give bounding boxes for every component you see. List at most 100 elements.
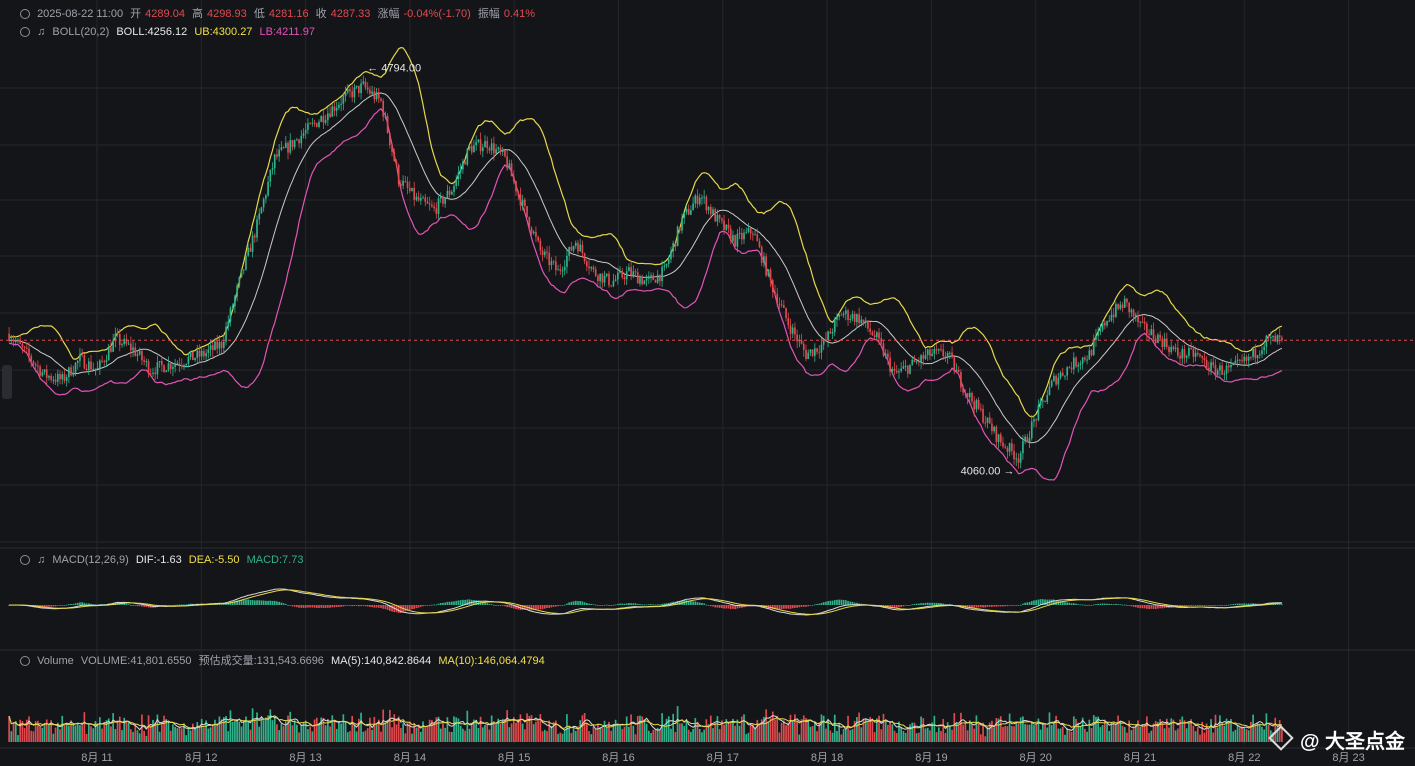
macd-bar — [1041, 599, 1044, 605]
candle-body — [260, 207, 263, 214]
macd-bar — [1064, 602, 1066, 605]
volume-bar — [898, 721, 900, 742]
candle-body — [555, 261, 557, 271]
candle-body — [1121, 304, 1124, 308]
macd-bar — [995, 605, 998, 607]
volume-bar — [1117, 715, 1119, 742]
volume-bar — [951, 729, 953, 742]
macd-bar — [656, 604, 659, 606]
volume-bar — [428, 719, 431, 742]
candle-body — [887, 353, 889, 358]
bell-icon[interactable]: ♫ — [37, 26, 46, 38]
volume-bar — [52, 733, 55, 742]
macd-bar — [918, 603, 920, 605]
macd-bar — [543, 605, 546, 609]
volume-bar — [929, 730, 931, 742]
candle-body — [68, 367, 70, 378]
volume-bar — [1061, 726, 1064, 742]
macd-bar — [450, 601, 453, 605]
candle-body — [1017, 458, 1020, 463]
macd-bar — [342, 605, 345, 607]
volume-bar — [459, 725, 462, 742]
volume-bar — [778, 732, 781, 742]
candle-body — [769, 269, 772, 281]
candle-body — [869, 328, 872, 332]
macd-bar — [293, 605, 296, 607]
candle-body — [1212, 362, 1215, 366]
volume-bar — [1132, 726, 1135, 742]
low-label: 低 — [253, 8, 265, 20]
candle-body — [535, 231, 537, 237]
volume-bar — [349, 731, 351, 742]
candle-body — [935, 349, 938, 351]
candle-body — [1106, 321, 1108, 326]
volume-bar — [561, 733, 564, 742]
macd-bar — [136, 605, 139, 607]
candle-body — [74, 362, 77, 373]
bell-icon[interactable]: ♫ — [37, 554, 46, 566]
volume-bar — [362, 731, 365, 742]
macd-bar — [574, 600, 577, 605]
macd-dea-line — [9, 589, 1282, 615]
volume-bar — [754, 727, 756, 742]
macd-bar — [499, 605, 502, 606]
volume-bar — [579, 720, 582, 742]
volume-bar — [242, 720, 245, 742]
volume-value: VOLUME:41,801.6550 — [80, 655, 192, 667]
volume-bar — [251, 708, 254, 742]
candle-body — [864, 320, 867, 323]
volume-bar — [302, 722, 305, 742]
candle-body — [639, 278, 641, 284]
candle-body — [515, 181, 517, 192]
candle-body — [951, 352, 953, 358]
volume-bar — [563, 730, 566, 742]
candle-body — [760, 246, 763, 263]
candle-body — [386, 116, 389, 133]
scroll-handle[interactable] — [2, 365, 12, 399]
candle-body — [665, 263, 668, 266]
volume-bar — [191, 723, 194, 742]
candle-body — [559, 269, 562, 271]
candle-body — [1084, 357, 1086, 360]
candle-body — [813, 348, 816, 356]
macd-bar — [490, 604, 493, 606]
candle-body — [1238, 359, 1241, 361]
volume-bar — [1126, 732, 1128, 742]
macd-bar — [1227, 604, 1230, 606]
candle-body — [183, 365, 185, 367]
candle-body — [1110, 314, 1113, 321]
macd-bar — [165, 605, 168, 606]
volume-bar — [431, 720, 433, 742]
candle-body — [949, 352, 951, 354]
candle-body — [672, 243, 675, 252]
eye-icon[interactable] — [20, 27, 30, 37]
volume-bar — [922, 718, 925, 742]
candle-body — [1130, 309, 1133, 313]
macd-bar — [167, 605, 170, 606]
eye-icon[interactable] — [20, 555, 30, 565]
volume-bar — [1234, 729, 1237, 742]
candle-body — [1008, 443, 1011, 452]
volume-bar — [1137, 720, 1139, 742]
candle-body — [878, 332, 880, 339]
macd-bar — [258, 600, 261, 605]
candle-body — [342, 96, 345, 104]
candle-body — [1225, 365, 1228, 374]
macd-bar — [1205, 605, 1208, 606]
volume-bar — [1157, 722, 1159, 742]
volume-bar — [800, 719, 803, 742]
macd-bar — [512, 605, 515, 609]
volume-bar — [1267, 724, 1270, 742]
eye-icon[interactable] — [20, 656, 30, 666]
candle-body — [590, 267, 593, 269]
candle-body — [114, 333, 117, 341]
macd-bar — [696, 602, 699, 605]
candle-body — [605, 273, 608, 276]
volume-bar — [1112, 722, 1115, 742]
eye-icon[interactable] — [20, 9, 30, 19]
x-tick-label: 8月 20 — [1019, 752, 1051, 764]
candle-body — [510, 163, 513, 177]
volume-bar — [603, 720, 606, 742]
macd-bar — [391, 605, 393, 612]
